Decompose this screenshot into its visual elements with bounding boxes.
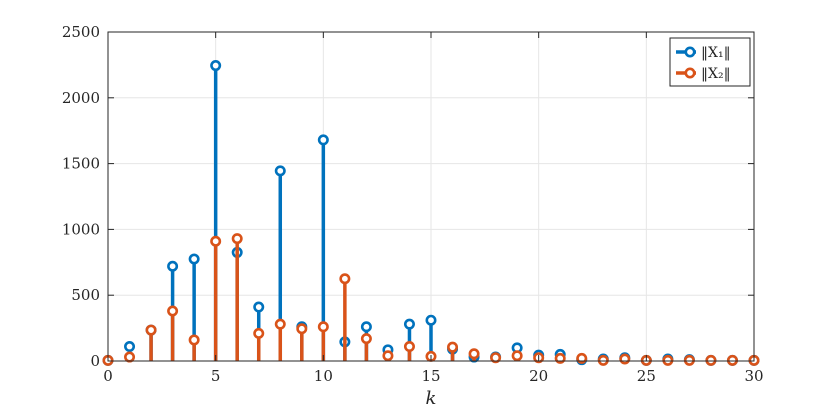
tick-marks bbox=[107, 31, 755, 362]
stem-marker bbox=[210, 60, 222, 72]
stem-marker bbox=[511, 350, 523, 362]
stem-marker bbox=[210, 235, 222, 247]
y-tick-label: 2500 bbox=[62, 23, 100, 41]
stem-marker bbox=[468, 348, 480, 360]
stem-marker bbox=[619, 353, 631, 365]
stem-marker bbox=[490, 352, 502, 364]
stem-marker bbox=[145, 324, 157, 336]
stem-marker bbox=[597, 354, 609, 366]
x-tick-label: 5 bbox=[211, 367, 221, 385]
x-tick-label: 30 bbox=[744, 367, 763, 385]
legend: ‖X₁‖ ‖X₂‖ bbox=[669, 37, 751, 87]
stem-marker bbox=[382, 350, 394, 362]
y-tick-label: 0 bbox=[90, 352, 100, 370]
stem-marker bbox=[296, 323, 308, 335]
y-tick-label: 500 bbox=[71, 286, 100, 304]
y-tick-label: 1000 bbox=[62, 220, 100, 238]
x-tick-label: 10 bbox=[314, 367, 333, 385]
stem-marker bbox=[167, 260, 179, 272]
y-tick-label: 2000 bbox=[62, 89, 100, 107]
stem-marker bbox=[662, 354, 674, 366]
x-tick-label: 15 bbox=[421, 367, 440, 385]
stem-marker bbox=[274, 318, 286, 330]
x-tick-label: 0 bbox=[103, 367, 113, 385]
legend-entry-label: ‖X₁‖ bbox=[701, 45, 731, 61]
stem-marker bbox=[360, 321, 372, 333]
stem-marker bbox=[124, 351, 136, 363]
y-tick-labels: 0 500 1000 1500 2000 2500 bbox=[62, 23, 100, 370]
legend-entry-label: ‖X₂‖ bbox=[701, 66, 731, 82]
stem-marker bbox=[403, 341, 415, 353]
y-tick-label: 1500 bbox=[62, 155, 100, 173]
stem-marker bbox=[403, 318, 415, 330]
stem-marker bbox=[317, 321, 329, 333]
stem-marker bbox=[188, 334, 200, 346]
stem-marker bbox=[576, 352, 588, 364]
stem-marker bbox=[360, 333, 372, 345]
stem-marker bbox=[188, 253, 200, 265]
x-axis-label: k bbox=[426, 388, 437, 409]
stem-marker bbox=[447, 341, 459, 353]
stem-marker bbox=[317, 134, 329, 146]
stem-marker bbox=[425, 314, 437, 326]
legend-swatch-marker bbox=[684, 46, 696, 58]
stem-marker bbox=[339, 273, 351, 285]
stem-marker bbox=[554, 352, 566, 364]
x-tick-label: 25 bbox=[637, 367, 656, 385]
stem-marker bbox=[705, 354, 717, 366]
x-tick-label: 20 bbox=[529, 367, 548, 385]
stem-marker bbox=[274, 165, 286, 177]
stem-marker bbox=[253, 301, 265, 313]
stem-marker bbox=[683, 354, 695, 366]
stem-marker bbox=[253, 327, 265, 339]
x-tick-labels: 0 5 10 15 20 25 30 bbox=[103, 367, 763, 385]
stem-marker bbox=[167, 305, 179, 317]
grid bbox=[107, 31, 755, 362]
stem-marker bbox=[124, 341, 136, 353]
legend-swatch-marker bbox=[684, 67, 696, 79]
stem-marker bbox=[231, 233, 243, 245]
legend-box bbox=[669, 37, 751, 87]
stem-marker bbox=[726, 354, 738, 366]
